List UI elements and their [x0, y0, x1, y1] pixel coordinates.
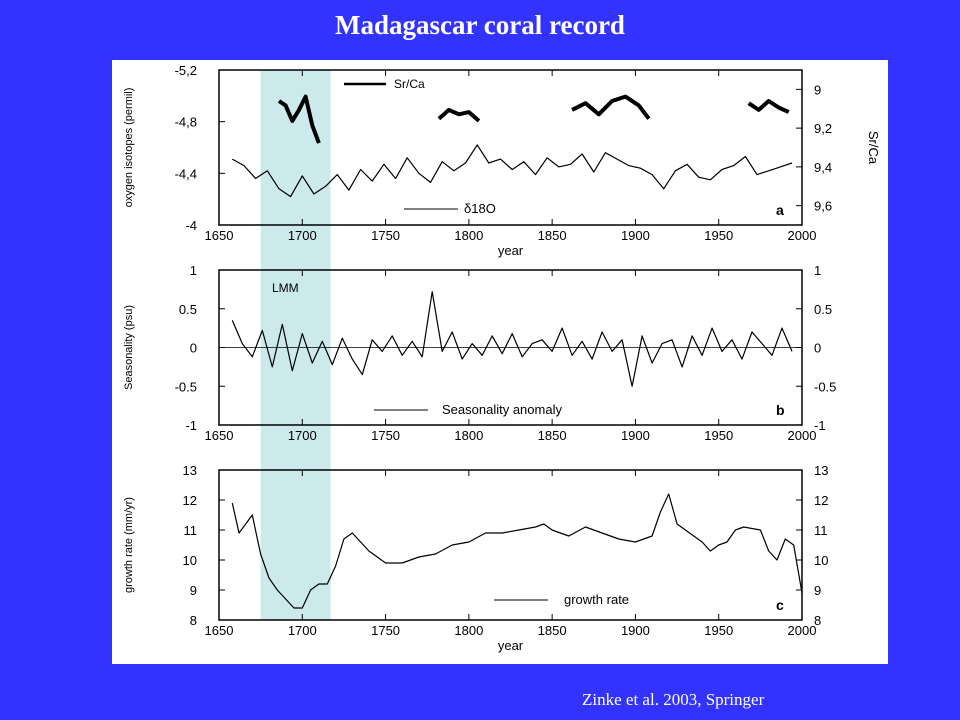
x-tick-label: 2000 [788, 623, 817, 638]
y-tick-label-left: -4,4 [175, 166, 197, 181]
lmm-shading [260, 70, 331, 620]
x-tick-label: 1800 [454, 623, 483, 638]
y-tick-label-left: 13 [183, 463, 197, 478]
y-tick-label-left: 1 [190, 263, 197, 278]
y-tick-label-right: 9,4 [814, 160, 832, 175]
y-tick-label-left: -5,2 [175, 63, 197, 78]
x-tick-label: 1950 [704, 228, 733, 243]
x-tick-label: 1850 [538, 428, 567, 443]
y-tick-label-left: 9 [190, 583, 197, 598]
y-axis-label: Seasonality (psu) [123, 305, 135, 390]
x-tick-label: 1750 [371, 623, 400, 638]
legend-label-seasonality: Seasonality anomaly [442, 402, 562, 417]
x-tick-label: 1700 [288, 228, 317, 243]
series-line-growth-rate [231, 493, 803, 609]
lmm-label: LMM [272, 281, 299, 295]
panel-c: 1650 1700 1750 1800 1850 1900 1950 2000 year 13 12… [123, 463, 828, 653]
x-tick-label: 1750 [371, 428, 400, 443]
panel-a: 1650 1700 1750 1800 1850 1900 1950 2000 year -5,2… [123, 63, 881, 258]
chart-figure: 1650 1700 1750 1800 1850 1900 1950 2000year-5,2… [123, 63, 881, 653]
panel-b: 1650 1700 1750 1800 1850 1900 1950 2000 1 0.5 0 -0.… [123, 263, 836, 443]
panel-letter: a [776, 202, 784, 218]
y-tick-label-right: 8 [814, 613, 821, 628]
series-line--18o [232, 144, 793, 198]
y-tick-label-left: -1 [185, 418, 197, 433]
y-tick-label-right: 10 [814, 553, 828, 568]
y-axis-label: oxygen isotopes (permil) [123, 88, 135, 208]
x-tick-label: 1650 [205, 623, 234, 638]
y-tick-label-right: 12 [814, 493, 828, 508]
x-tick-label: 1950 [704, 428, 733, 443]
series-line-sr-ca [277, 94, 321, 144]
panel-letter: b [776, 402, 785, 418]
series-line-sr-ca [747, 99, 790, 114]
y-tick-label-right: -0.5 [814, 379, 836, 394]
x-tick-label: 1650 [205, 428, 234, 443]
y-axis-label-right: Sr/Ca [866, 131, 881, 165]
plot-frame [218, 469, 803, 621]
legend-label-sr-ca: Sr/Ca [394, 77, 425, 91]
x-tick-label: 1900 [621, 228, 650, 243]
x-tick-label: 1900 [621, 428, 650, 443]
y-tick-label-left: 10 [183, 553, 197, 568]
y-tick-label-left: 11 [184, 523, 198, 538]
y-tick-label-right: 1 [814, 263, 821, 278]
x-tick-label: 1700 [288, 623, 317, 638]
figure-panel: 1650 1700 1750 1800 1850 1900 1950 2000 year -5,2… [112, 60, 888, 664]
series-line-sr-ca [437, 107, 481, 123]
x-axis-label: year [498, 243, 524, 258]
y-tick-label-right: 13 [814, 463, 828, 478]
x-tick-label: 1750 [371, 228, 400, 243]
legend-label-growth: growth rate [564, 592, 629, 607]
y-tick-label-left: -4,8 [175, 115, 197, 130]
y-tick-label-left: -0.5 [175, 379, 197, 394]
series-line-seasonality-anomaly [231, 291, 793, 387]
plot-frame [218, 69, 803, 226]
y-axis-label: growth rate (mm/yr) [123, 497, 135, 593]
slide-title: Madagascar coral record [335, 10, 625, 40]
x-tick-label: 1850 [538, 623, 567, 638]
y-tick-label-right: 9,2 [814, 121, 832, 136]
y-tick-label-left: 0 [190, 341, 197, 356]
y-tick-label-right: 11 [814, 523, 828, 538]
x-tick-label: 1950 [704, 623, 733, 638]
x-tick-label: 2000 [788, 228, 817, 243]
citation: Zinke et al. 2003, Springer [582, 690, 765, 709]
x-tick-label: 1650 [205, 228, 234, 243]
x-tick-label: 1850 [538, 228, 567, 243]
x-tick-label: 1900 [621, 623, 650, 638]
panel-letter: c [776, 597, 784, 613]
y-tick-label-left: 12 [183, 493, 197, 508]
x-tick-label: 1800 [454, 428, 483, 443]
y-tick-label-left: 8 [190, 613, 197, 628]
x-tick-label: 1800 [454, 228, 483, 243]
series-line-sr-ca [571, 94, 651, 120]
x-axis-label: year [498, 638, 524, 653]
y-tick-label-left: 0.5 [179, 302, 197, 317]
y-tick-label-right: 0 [814, 341, 821, 356]
y-tick-label-right: 0.5 [814, 302, 832, 317]
y-tick-label-right: -1 [814, 418, 826, 433]
y-tick-label-left: -4 [185, 218, 197, 233]
legend-label-d18o: δ18O [464, 201, 496, 216]
y-tick-label-right: 9 [814, 82, 821, 97]
y-tick-label-right: 9,6 [814, 199, 832, 214]
x-tick-label: 1700 [288, 428, 317, 443]
x-tick-label: 2000 [788, 428, 817, 443]
y-tick-label-right: 9 [814, 583, 821, 598]
